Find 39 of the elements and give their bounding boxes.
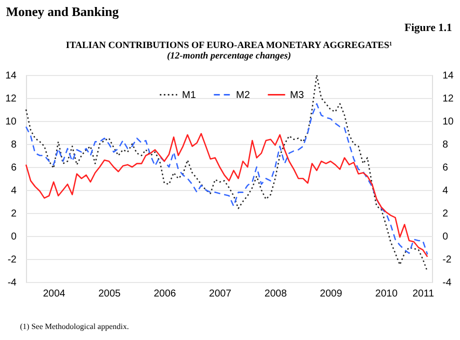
y2-tick-label: 6 [442,162,448,174]
x-tick-label: 2007 [209,288,232,300]
x-tick-label: 2008 [264,288,288,300]
y2-tick-label: 14 [442,70,454,82]
line-series [25,103,428,256]
y2-tick-label: 8 [442,140,448,150]
y-tick-label: -2 [8,254,17,266]
y2-tick-label: 10 [442,116,454,128]
y2-tick-label: 2 [442,208,448,220]
x-tick-label: 2011 [412,288,434,300]
x-tick-label: 2005 [98,288,122,300]
y-tick-label: 10 [5,116,17,128]
y-tick-label: 12 [5,94,17,104]
y-tick-label: -4 [8,278,17,288]
y-tick-label: 4 [10,186,17,196]
legend-label: M1 [182,90,196,101]
x-tick-label: 2010 [375,288,398,300]
caption: Figure 1.1 [404,22,452,34]
x-tick-label: 2004 [42,288,66,300]
y2-tick-label: 0 [442,232,448,242]
y2-tick-label: 12 [442,94,454,104]
y-tick-label: 14 [5,70,17,82]
y2-tick-label: -2 [442,254,452,266]
legend-label: M2 [236,90,250,101]
chart-title: ITALIAN CONTRIBUTIONS OF EURO-AREA MONETARY AGGREGATES¹ [66,41,392,51]
y-tick-label: 8 [10,140,17,150]
line-series [25,133,428,258]
y2-tick-label: -4 [442,278,452,288]
y-tick-label: 6 [10,162,17,174]
y2-tick-label: 4 [442,186,448,196]
text: (1) See Methodological appendix. [20,322,129,331]
legend-label: M3 [290,90,304,101]
x-tick-label: 2009 [320,288,343,300]
chart-subtitle: (12-month percentage changes) [166,52,292,62]
text: Money and Banking [6,4,119,20]
y-tick-label: 0 [10,232,17,242]
x-tick-label: 2006 [154,288,176,300]
line-series [25,74,428,272]
y-tick-label: 2 [10,208,17,220]
